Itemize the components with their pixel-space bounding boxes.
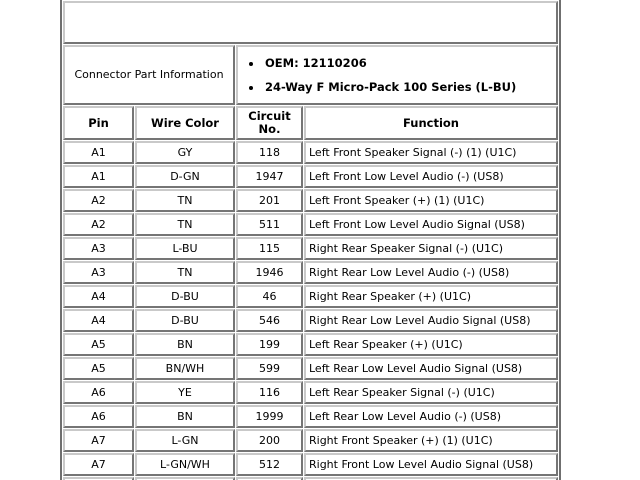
cell-function: Left Front Speaker Signal (-) (1) (U1C) [304, 141, 558, 165]
table-row: A4 D-BU 46 Right Rear Speaker (+) (U1C) [63, 285, 558, 309]
cell-wire: D-GN [135, 477, 235, 480]
cell-wire: TN [135, 189, 235, 213]
cell-pin: A8 [63, 477, 134, 480]
cell-wire: TN [135, 213, 235, 237]
cell-circuit: 1999 [236, 405, 303, 429]
cell-pin: A7 [63, 429, 134, 453]
connector-part-information-list: OEM: 12110206 24-Way F Micro-Pack 100 Se… [241, 50, 553, 99]
cell-circuit: 115 [236, 237, 303, 261]
cell-function: Left Front Speaker (+) (1) (U1C) [304, 189, 558, 213]
cell-pin: A2 [63, 189, 134, 213]
cell-circuit: 118 [236, 141, 303, 165]
cell-wire: L-GN/WH [135, 453, 235, 477]
cell-function: Right Front Speaker (+) (1) (U1C) [304, 429, 558, 453]
column-header-function: Function [304, 106, 558, 141]
table-row: A7 L-GN/WH 512 Right Front Low Level Audio … [63, 453, 558, 477]
table-body: Connector Part Information OEM: 12110206… [63, 1, 558, 480]
cell-wire: YE [135, 381, 235, 405]
cell-circuit: 117 [236, 477, 303, 480]
cell-function: Left Front Low Level Audio Signal (US8) [304, 213, 558, 237]
cell-pin: A6 [63, 405, 134, 429]
cell-function: Left Rear Low Level Audio (-) (US8) [304, 405, 558, 429]
cell-circuit: 1947 [236, 165, 303, 189]
table-row: A5 BN/WH 599 Left Rear Low Level Audio Sign… [63, 357, 558, 381]
table-row: A3 L-BU 115 Right Rear Speaker Signal (-) (… [63, 237, 558, 261]
cell-circuit: 599 [236, 357, 303, 381]
cell-function: Left Rear Speaker Signal (-) (U1C) [304, 381, 558, 405]
table-row: A3 TN 1946 Right Rear Low Level Audio (-) (… [63, 261, 558, 285]
table-row: A8D-GN117Right Front Speaker Signal (-) … [63, 477, 558, 480]
column-header-row: Pin Wire Color Circuit No. Function [63, 106, 558, 141]
table-row: A1 D-GN 1947 Left Front Low Level Audio (-)… [63, 165, 558, 189]
connector-pinout-table: Connector Part Information OEM: 12110206… [60, 0, 561, 480]
cell-wire: BN [135, 333, 235, 357]
top-blank-row [63, 1, 558, 44]
cell-pin: A5 [63, 357, 134, 381]
cell-wire: BN [135, 405, 235, 429]
cell-function: Right Front Low Level Audio Signal (US8) [304, 453, 558, 477]
cell-wire: BN/WH [135, 357, 235, 381]
cell-circuit: 1946 [236, 261, 303, 285]
column-header-circuit-no: Circuit No. [236, 106, 303, 141]
cell-wire: L-GN [135, 429, 235, 453]
cell-pin: A1 [63, 141, 134, 165]
table-row: A2 TN 511 Left Front Low Level Audio Signal… [63, 213, 558, 237]
cell-wire: L-BU [135, 237, 235, 261]
cell-function: Left Rear Low Level Audio Signal (US8) [304, 357, 558, 381]
cell-pin: A6 [63, 381, 134, 405]
cell-function: Right Rear Low Level Audio (-) (US8) [304, 261, 558, 285]
cell-pin: A3 [63, 261, 134, 285]
cell-pin: A4 [63, 309, 134, 333]
table-row: A4 D-BU 546 Right Rear Low Level Audio Sign… [63, 309, 558, 333]
cell-pin: A5 [63, 333, 134, 357]
cell-wire: D-BU [135, 309, 235, 333]
cell-wire: GY [135, 141, 235, 165]
cell-pin: A1 [63, 165, 134, 189]
table-row: A5 BN 199 Left Rear Speaker (+) (U1C) [63, 333, 558, 357]
table-row: A6 YE 116 Left Rear Speaker Signal (-) (U1C… [63, 381, 558, 405]
connector-part-information-label: Connector Part Information [63, 45, 235, 105]
table-row: A7 L-GN 200 Right Front Speaker (+) (1) (U1… [63, 429, 558, 453]
table-row: A1 GY 118 Left Front Speaker Signal (-) (1)… [63, 141, 558, 165]
cell-function: Right Rear Speaker (+) (U1C) [304, 285, 558, 309]
cell-circuit: 511 [236, 213, 303, 237]
column-header-wire-color: Wire Color [135, 106, 235, 141]
cell-pin: A4 [63, 285, 134, 309]
cell-circuit: 116 [236, 381, 303, 405]
cell-wire: TN [135, 261, 235, 285]
connector-type-bullet: 24-Way F Micro-Pack 100 Series (L-BU) [263, 80, 553, 94]
cell-pin: A7 [63, 453, 134, 477]
top-blank-cell [63, 1, 558, 44]
cell-function: Left Rear Speaker (+) (U1C) [304, 333, 558, 357]
cell-circuit: 46 [236, 285, 303, 309]
table-row: A2 TN 201 Left Front Speaker (+) (1) (U1C) [63, 189, 558, 213]
cell-function: Right Rear Speaker Signal (-) (U1C) [304, 237, 558, 261]
cell-circuit: 200 [236, 429, 303, 453]
cell-circuit: 201 [236, 189, 303, 213]
cell-wire: D-GN [135, 165, 235, 189]
connector-part-information-body: OEM: 12110206 24-Way F Micro-Pack 100 Se… [236, 45, 558, 105]
cell-function: Left Front Low Level Audio (-) (US8) [304, 165, 558, 189]
column-header-pin: Pin [63, 106, 134, 141]
cell-wire: D-BU [135, 285, 235, 309]
cell-circuit: 546 [236, 309, 303, 333]
cell-function: Right Front Speaker Signal (-) (1) (U1C) [304, 477, 558, 480]
cell-pin: A3 [63, 237, 134, 261]
table-row: A6 BN 1999 Left Rear Low Level Audio (-) (U… [63, 405, 558, 429]
cell-pin: A2 [63, 213, 134, 237]
connector-part-information-row: Connector Part Information OEM: 12110206… [63, 45, 558, 105]
cell-circuit: 512 [236, 453, 303, 477]
connector-oem-bullet: OEM: 12110206 [263, 57, 553, 70]
cell-function: Right Rear Low Level Audio Signal (US8) [304, 309, 558, 333]
cell-circuit: 199 [236, 333, 303, 357]
